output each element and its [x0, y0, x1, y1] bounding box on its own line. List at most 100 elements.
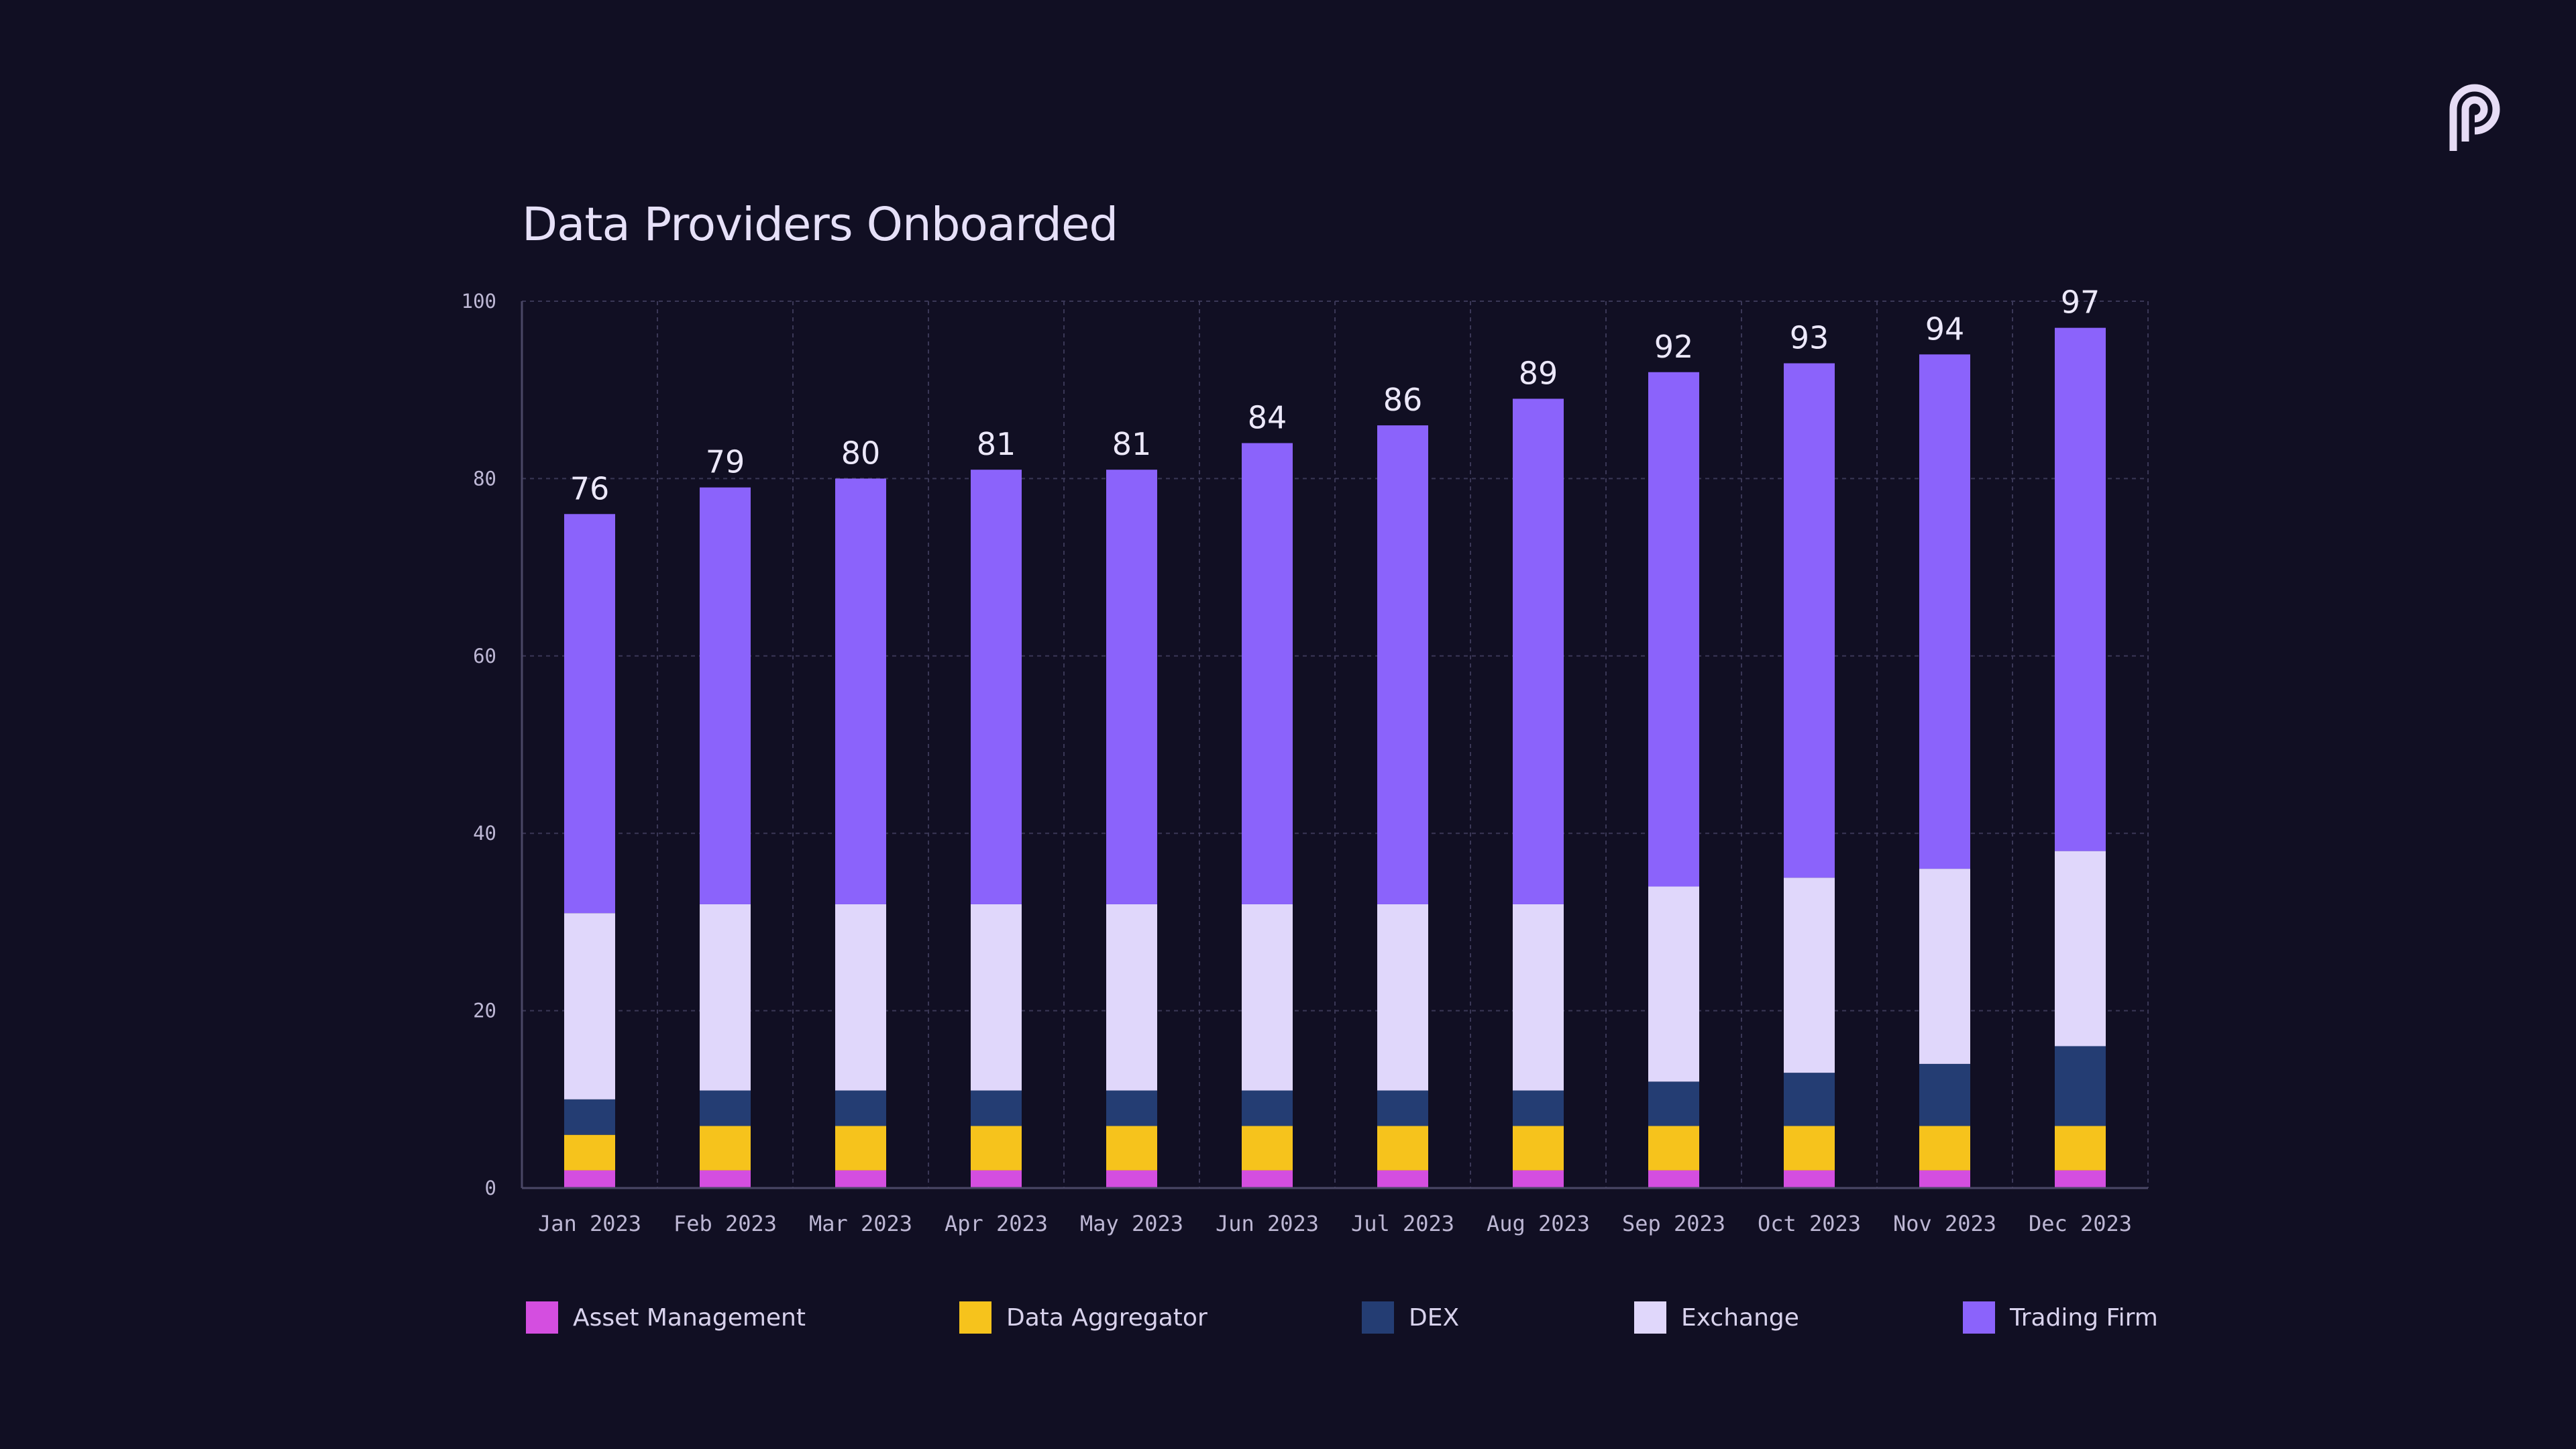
bar-segment-trading-firm	[971, 470, 1022, 904]
x-tick-label: Aug 2023	[1487, 1211, 1590, 1236]
total-labels: 76 79 80 81 81 84 86 89 92 93 94 97	[570, 284, 2100, 507]
bar-segment-dex	[564, 1099, 615, 1135]
bar-total-label: 80	[841, 435, 881, 471]
bar-total-label: 93	[1790, 320, 1829, 356]
bar-total-label: 81	[1112, 426, 1152, 462]
bar-segment-trading-firm	[2055, 327, 2106, 851]
x-tick-label: Dec 2023	[2029, 1211, 2132, 1236]
bar-segment-asset-management	[700, 1170, 751, 1188]
x-tick-label: Apr 2023	[945, 1211, 1048, 1236]
bar-total-label: 81	[977, 426, 1016, 462]
legend-label: Data Aggregator	[1006, 1303, 1208, 1332]
y-tick-label: 20	[473, 1000, 496, 1022]
bar-segment-exchange	[1784, 877, 1835, 1073]
bar-segment-exchange	[1919, 869, 1970, 1064]
bar-total-label: 89	[1519, 355, 1558, 391]
bar-segment-asset-management	[1648, 1170, 1699, 1188]
bar-segment-exchange	[1377, 904, 1428, 1091]
bar-segment-dex	[835, 1090, 886, 1126]
bar-segment-trading-firm	[1106, 470, 1157, 904]
bar-segment-dex	[1242, 1090, 1293, 1126]
legend-swatch	[526, 1301, 558, 1334]
legend-item: Asset Management	[526, 1301, 806, 1334]
bar-segment-asset-management	[1377, 1170, 1428, 1188]
bar-segment-dex	[1377, 1090, 1428, 1126]
bar-segment-data-aggregator	[700, 1126, 751, 1171]
bar-segment-dex	[971, 1090, 1022, 1126]
y-tick-label: 60	[473, 645, 496, 667]
x-tick-label: Jun 2023	[1216, 1211, 1319, 1236]
bar-segment-trading-firm	[1242, 443, 1293, 904]
bar-segment-asset-management	[835, 1170, 886, 1188]
legend-swatch	[1963, 1301, 1995, 1334]
legend-swatch	[1362, 1301, 1394, 1334]
bar-segment-data-aggregator	[1919, 1126, 1970, 1171]
bar-segment-data-aggregator	[1784, 1126, 1835, 1171]
legend-label: Asset Management	[573, 1303, 806, 1332]
bar-segment-trading-firm	[1513, 398, 1564, 904]
bar-segment-data-aggregator	[835, 1126, 886, 1171]
bar-segment-exchange	[1513, 904, 1564, 1091]
bar-segment-asset-management	[1784, 1170, 1835, 1188]
bar-segment-trading-firm	[1377, 425, 1428, 904]
bar-segment-asset-management	[564, 1170, 615, 1188]
bar-segment-data-aggregator	[1377, 1126, 1428, 1171]
y-tick-label: 0	[485, 1177, 496, 1199]
legend-label: DEX	[1409, 1303, 1460, 1332]
bar-total-label: 94	[1925, 311, 1965, 347]
bar-total-label: 76	[570, 470, 610, 506]
bar-segment-data-aggregator	[971, 1126, 1022, 1171]
bar-segment-exchange	[971, 904, 1022, 1091]
bar-segment-asset-management	[2055, 1170, 2106, 1188]
legend-label: Trading Firm	[2010, 1303, 2158, 1332]
bar-segment-asset-management	[971, 1170, 1022, 1188]
bar-segment-data-aggregator	[1513, 1126, 1564, 1171]
bar-segment-dex	[1648, 1081, 1699, 1126]
bar-segment-exchange	[2055, 851, 2106, 1046]
bar-segment-asset-management	[1242, 1170, 1293, 1188]
legend-swatch	[959, 1301, 991, 1334]
bar-segment-exchange	[1648, 886, 1699, 1082]
bar-segment-trading-firm	[835, 478, 886, 904]
chart-title: Data Providers Onboarded	[522, 198, 1118, 252]
bar-segment-exchange	[835, 904, 886, 1091]
bar-segment-trading-firm	[700, 487, 751, 904]
legend-item: DEX	[1362, 1301, 1459, 1334]
x-tick-label: Sep 2023	[1622, 1211, 1725, 1236]
bar-segment-trading-firm	[1648, 372, 1699, 887]
bar-segment-dex	[700, 1090, 751, 1126]
x-tick-label: Feb 2023	[674, 1211, 777, 1236]
bar-segment-exchange	[564, 913, 615, 1099]
bar-segment-dex	[1919, 1063, 1970, 1126]
bar-total-label: 97	[2061, 284, 2100, 321]
legend: Asset Management Data Aggregator DEX Exchan…	[0, 1301, 2576, 1342]
bar-segment-data-aggregator	[2055, 1126, 2106, 1171]
bar-segment-trading-firm	[1919, 354, 1970, 869]
bar-total-label: 92	[1654, 329, 1694, 365]
pyth-logo-icon	[2449, 84, 2500, 151]
x-axis: Jan 2023 Feb 2023 Mar 2023 Apr 2023 May 2023…	[522, 1187, 2148, 1236]
x-tick-label: May 2023	[1080, 1211, 1183, 1236]
legend-item: Data Aggregator	[959, 1301, 1208, 1334]
x-tick-label: Nov 2023	[1893, 1211, 1996, 1236]
bar-segment-trading-firm	[564, 514, 615, 914]
bar-segment-data-aggregator	[1648, 1126, 1699, 1171]
x-tick-label: Jul 2023	[1351, 1211, 1454, 1236]
bar-segment-dex	[1513, 1090, 1564, 1126]
bar-total-label: 84	[1248, 400, 1287, 436]
x-tick-label: Jan 2023	[538, 1211, 641, 1236]
bar-total-label: 79	[706, 444, 745, 480]
bar-segment-data-aggregator	[1242, 1126, 1293, 1171]
bar-segment-trading-firm	[1784, 363, 1835, 878]
bars	[564, 327, 2106, 1188]
x-tick-label: Oct 2023	[1758, 1211, 1861, 1236]
bar-segment-dex	[1784, 1073, 1835, 1126]
bar-segment-dex	[2055, 1046, 2106, 1126]
bar-segment-asset-management	[1513, 1170, 1564, 1188]
legend-item: Trading Firm	[1963, 1301, 2158, 1334]
bar-segment-exchange	[700, 904, 751, 1091]
bar-segment-exchange	[1106, 904, 1157, 1091]
bar-segment-data-aggregator	[564, 1134, 615, 1171]
bar-segment-data-aggregator	[1106, 1126, 1157, 1171]
x-tick-label: Mar 2023	[809, 1211, 912, 1236]
